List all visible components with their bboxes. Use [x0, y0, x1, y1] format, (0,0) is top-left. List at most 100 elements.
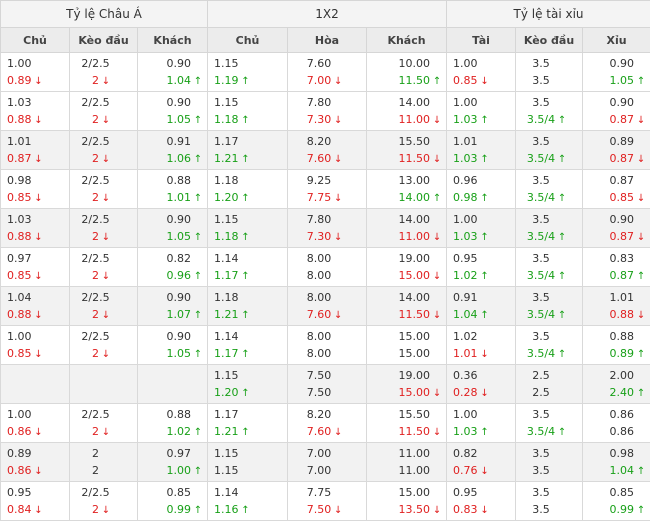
cell-live-1x2-draw: 8.00↓ — [288, 345, 367, 365]
odds-value: 1.01 — [453, 347, 478, 360]
odds-value: 2 — [92, 74, 99, 87]
odds-value: 0.86 — [7, 464, 32, 477]
odds-value: 15.00 — [399, 486, 431, 499]
arrow-up-icon: ↑ — [557, 154, 567, 165]
arrow-down-icon: ↓ — [333, 310, 343, 321]
arrow-down-icon: ↓ — [432, 388, 442, 399]
arrow-up-icon: ↑ — [432, 76, 442, 87]
cell-open-ou-under: 2.00↓ — [583, 365, 650, 385]
odds-value: 1.16 — [214, 503, 239, 516]
cell-live-asian-line: 2↓ — [70, 189, 138, 209]
odds-value: 0.86 — [7, 425, 32, 438]
arrow-down-icon: ↓ — [34, 466, 44, 477]
odds-value: 7.60 — [307, 308, 332, 321]
odds-value: 8.20 — [307, 135, 332, 148]
odds-value: 0.83 — [453, 503, 478, 516]
odds-value: 2 — [92, 308, 99, 321]
odds-value: 2 — [92, 464, 99, 477]
cell-live-1x2-home: 1.15↓ — [208, 462, 288, 482]
arrow-down-icon: ↓ — [432, 115, 442, 126]
odds-row-open: 1.04↓2/2.5↓0.90↓1.18↓8.00↓14.00↓0.91↓3.5… — [1, 287, 650, 307]
arrow-down-icon: ↓ — [34, 232, 44, 243]
cell-open-1x2-home: 1.15↓ — [208, 443, 288, 463]
cell-open-ou-line: 3.5↓ — [516, 131, 583, 151]
cell-open-asian-home: 0.98↓ — [1, 170, 70, 190]
odds-value: 19.00 — [399, 252, 431, 265]
cell-live-ou-line: 3.5/4↑ — [516, 306, 583, 326]
odds-value: 2/2.5 — [81, 135, 109, 148]
odds-value: 2/2.5 — [81, 57, 109, 70]
cell-live-ou-line: 3.5/4↑ — [516, 189, 583, 209]
arrow-down-icon: ↓ — [34, 349, 44, 360]
odds-value: 1.18 — [214, 230, 239, 243]
cell-open-ou-line: 2.5↓ — [516, 365, 583, 385]
odds-value: 2 — [92, 425, 99, 438]
odds-value: 0.86 — [610, 408, 635, 421]
odds-value: 1.15 — [214, 57, 239, 70]
cell-open-1x2-draw: 7.60↓ — [288, 53, 367, 73]
odds-value: 11.00 — [399, 464, 431, 477]
arrow-up-icon: ↑ — [480, 154, 490, 165]
arrow-down-icon: ↓ — [333, 154, 343, 165]
arrow-down-icon: ↓ — [101, 505, 111, 516]
odds-value: 3.5 — [532, 330, 550, 343]
odds-value: 3.5/4 — [527, 308, 555, 321]
cell-live-ou-under: 1.05↑ — [583, 72, 650, 92]
odds-value: 7.00 — [307, 447, 332, 460]
odds-value: 1.14 — [214, 252, 239, 265]
odds-value: 2/2.5 — [81, 486, 109, 499]
cell-live-ou-under: 2.40↑ — [583, 384, 650, 404]
cell-open-ou-line: 3.5↓ — [516, 287, 583, 307]
cell-open-ou-over: 0.96↓ — [447, 170, 516, 190]
arrow-down-icon: ↓ — [101, 193, 111, 204]
cell-live-1x2-home: 1.16↑ — [208, 501, 288, 521]
arrow-down-icon: ↓ — [636, 310, 646, 321]
arrow-up-icon: ↑ — [193, 505, 203, 516]
cell-open-asian-away: 0.82↓ — [138, 248, 208, 268]
col-header-ou-line: Kèo đầu — [516, 28, 583, 53]
odds-value: 3.5 — [532, 96, 550, 109]
cell-live-asian-home: 0.86↓ — [1, 423, 70, 443]
cell-live-asian-away: 1.04↑ — [138, 72, 208, 92]
cell-live-asian-line: 2↓ — [70, 423, 138, 443]
cell-open-1x2-away: 15.50↓ — [367, 131, 447, 151]
arrow-up-icon: ↑ — [193, 427, 203, 438]
col-header-1x2-draw: Hòa — [288, 28, 367, 53]
cell-open-asian-line: 2/2.5↓ — [70, 92, 138, 112]
odds-value: 2 — [92, 503, 99, 516]
arrow-down-icon: ↓ — [432, 232, 442, 243]
arrow-up-icon: ↑ — [557, 271, 567, 282]
cell-live-ou-under: 0.99↑ — [583, 501, 650, 521]
cell-open-asian-home: 1.03↓ — [1, 209, 70, 229]
odds-value: 3.5/4 — [527, 152, 555, 165]
cell-open-ou-under: 0.85↓ — [583, 482, 650, 502]
cell-open-ou-line: 3.5↓ — [516, 92, 583, 112]
odds-row-live: 0.88↓2↓1.07↑1.21↑7.60↓11.50↓1.04↑3.5/4↑0… — [1, 306, 650, 326]
arrow-down-icon: ↓ — [333, 232, 343, 243]
odds-value: 1.06 — [167, 152, 192, 165]
cell-open-asian-home: 1.00↓ — [1, 404, 70, 424]
odds-value: 3.5 — [532, 291, 550, 304]
cell-open-ou-under: 0.87↓ — [583, 170, 650, 190]
odds-value: 1.21 — [214, 152, 239, 165]
arrow-up-icon: ↑ — [557, 193, 567, 204]
cell-live-1x2-away: 11.00↓ — [367, 462, 447, 482]
odds-row-live: 0.85↓2↓1.05↑1.17↑8.00↓15.00↓1.01↓3.5/4↑0… — [1, 345, 650, 365]
odds-value: 0.89 — [7, 74, 32, 87]
arrow-down-icon: ↓ — [480, 388, 490, 399]
arrow-down-icon: ↓ — [480, 505, 490, 516]
odds-value: 1.05 — [167, 347, 192, 360]
odds-value: 0.85 — [7, 191, 32, 204]
cell-open-1x2-draw: 7.80↓ — [288, 92, 367, 112]
odds-value: 2 — [92, 230, 99, 243]
cell-live-ou-over: 0.98↑ — [447, 189, 516, 209]
cell-open-1x2-draw: 8.00↓ — [288, 287, 367, 307]
odds-row-open: 0.98↓2/2.5↓0.88↓1.18↓9.25↓13.00↓0.96↓3.5… — [1, 170, 650, 190]
cell-live-ou-line: 3.5/4↑ — [516, 267, 583, 287]
odds-value: 2.5 — [532, 369, 550, 382]
cell-open-ou-line: 3.5↓ — [516, 170, 583, 190]
cell-live-asian-home: 0.85↓ — [1, 189, 70, 209]
cell-live-asian-home: 0.88↓ — [1, 228, 70, 248]
cell-open-ou-under: 0.90↓ — [583, 53, 650, 73]
odds-value: 0.87 — [610, 174, 635, 187]
